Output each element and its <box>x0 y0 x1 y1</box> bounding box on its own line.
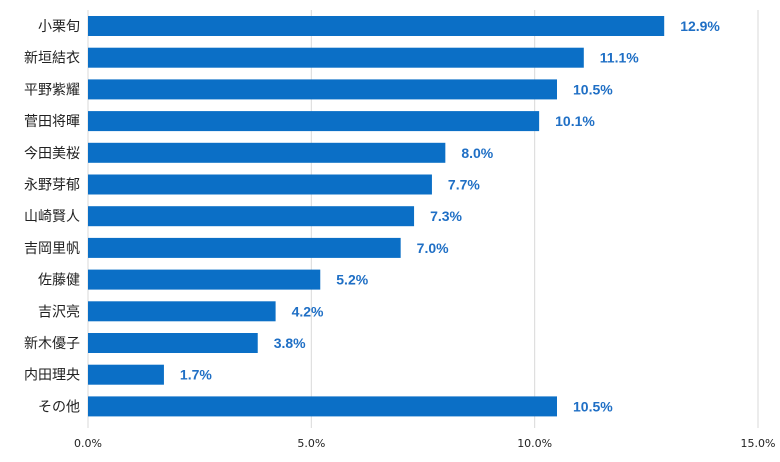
value-label: 7.7% <box>448 177 480 193</box>
value-label: 11.1% <box>600 50 639 66</box>
x-tick-label: 10.0% <box>517 437 552 450</box>
value-label: 10.5% <box>573 81 613 97</box>
x-tick-label: 15.0% <box>741 437 776 450</box>
value-label: 10.5% <box>573 398 613 414</box>
value-label: 7.0% <box>417 240 449 256</box>
value-label: 3.8% <box>274 335 306 351</box>
category-label: 平野紫耀 <box>24 82 80 98</box>
bar <box>88 111 540 132</box>
category-label: 内田理央 <box>24 368 80 384</box>
bar <box>88 269 321 290</box>
bar <box>88 396 557 417</box>
bar <box>88 47 584 68</box>
bar <box>88 79 557 100</box>
category-label: その他 <box>38 399 80 415</box>
x-tick-label: 5.0% <box>297 437 325 450</box>
value-label: 12.9% <box>680 18 720 34</box>
category-label: 新木優子 <box>24 336 80 352</box>
category-label: 吉沢亮 <box>38 303 80 320</box>
category-label: 山崎賢人 <box>24 209 80 225</box>
bars <box>88 16 665 417</box>
category-label: 佐藤健 <box>38 273 80 289</box>
bar <box>88 206 415 227</box>
bar <box>88 301 276 322</box>
bar <box>88 142 446 163</box>
category-label: 吉岡里帆 <box>24 241 80 257</box>
category-labels: 小栗旬新垣結衣平野紫耀菅田将暉今田美桜永野芽郁山崎賢人吉岡里帆佐藤健吉沢亮新木優… <box>24 19 80 415</box>
value-label: 7.3% <box>430 208 462 224</box>
category-label: 永野芽郁 <box>24 178 80 194</box>
bar <box>88 333 258 353</box>
value-label: 1.7% <box>180 367 212 383</box>
value-labels: 12.9% 11.1% 10.5% 10.1% 8.0% 7.7% 7.3% 7.0% 5.2%… <box>180 18 721 414</box>
value-label: 5.2% <box>336 272 368 288</box>
category-label: 今田美桜 <box>24 146 80 162</box>
category-label: 新垣結衣 <box>24 51 80 67</box>
bar <box>88 174 432 195</box>
value-label: 4.2% <box>292 303 324 319</box>
x-tick-label: 0.0% <box>74 437 102 450</box>
category-label: 小栗旬 <box>38 19 80 35</box>
value-label: 10.1% <box>555 113 595 129</box>
value-label: 8.0% <box>461 145 493 161</box>
x-axis-tick-labels: 0.0% 5.0% 10.0% 15.0% <box>74 437 775 450</box>
category-label: 菅田将暉 <box>24 114 80 130</box>
bar <box>88 364 164 385</box>
bar <box>88 16 665 36</box>
bar <box>88 237 401 258</box>
